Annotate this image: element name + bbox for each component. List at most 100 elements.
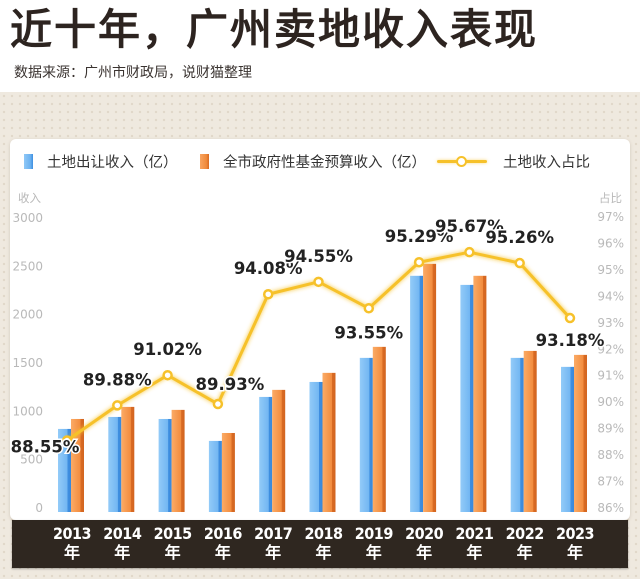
ratio-data-label: 91.02% [133,340,202,359]
bar-land-revenue [108,416,122,512]
ratio-data-label: 89.88% [83,370,152,389]
legend-label: 全市政府性基金预算收入（亿） [223,154,426,171]
x-tick-label: 2021 年 [450,524,498,562]
x-tick-year: 2014 [103,524,142,543]
ratio-point [413,256,425,268]
y-tick-right: 93% [597,316,624,330]
ratio-point [514,257,525,269]
ratio-data-label: 88.55% [11,438,80,457]
y-tick-left: 500 [20,453,43,467]
ratio-data-label: 95.29% [385,227,454,246]
x-tick-year: 2019 [354,524,394,543]
y-tick-right: 95% [597,263,624,277]
x-tick-label: 2014 年 [98,524,146,562]
x-tick-label: 2022 年 [501,524,549,562]
x-tick-unit: 年 [315,543,332,562]
ratio-data-label: 89.93% [196,375,265,394]
y-tick-left: 0 [35,501,43,515]
ratio-data-label: 95.26% [485,228,554,247]
bar-fund-budget [574,354,587,512]
ratio-data-label: 94.55% [284,247,353,266]
x-tick-label: 2015 年 [149,524,197,562]
legend: 土地出让收入（亿） 全市政府性基金预算收入（亿） 土地收入占比 [12,148,632,174]
x-tick-unit: 年 [114,543,131,562]
y-tick-right: 90% [597,395,624,409]
data-source: 数据来源：广州市财政局，说财猫整理 [14,65,252,81]
ratio-point [162,369,173,381]
bar-fund-budget [171,409,185,512]
header: 近十年，广州卖地收入表现 数据来源：广州市财政局，说财猫整理 [0,0,640,92]
x-tick-year: 2020 [405,524,444,543]
bar-fund-budget [423,263,437,512]
legend-swatch-blue [24,153,33,169]
x-tick-label: 2016 年 [199,524,247,562]
bar-fund-budget [322,372,336,512]
y-tick-right: 89% [597,422,624,436]
bar-fund-budget [523,350,537,512]
x-tick-label: 2023 年 [551,524,599,562]
x-tick-unit: 年 [214,543,231,562]
x-tick-unit: 年 [466,543,483,562]
ratio-point [61,435,73,446]
legend-item-fund-budget[interactable]: 全市政府性基金预算收入（亿） [200,148,426,174]
bar-fund-budget [221,432,235,512]
bar-land-revenue [259,396,273,512]
ratio-point [112,400,123,411]
x-tick-year: 2022 [505,524,545,543]
bar-land-revenue [208,440,222,512]
x-tick-unit: 年 [265,543,282,562]
page-title: 近十年，广州卖地收入表现 [10,5,539,54]
x-tick-year: 2023 [555,524,595,543]
x-tick-year: 2015 [153,524,193,543]
y-tick-left: 2500 [12,259,43,273]
y-tick-right: 91% [597,369,624,383]
y-tick-right: 94% [597,289,624,303]
ratio-data-label: 93.55% [334,323,403,342]
legend-line-marker-icon [437,154,487,168]
ratio-data-label: 95.67% [435,217,504,236]
y-axis-title-left: 收入 [18,191,41,205]
ratio-point [464,246,475,258]
ratio-point [262,288,274,300]
x-tick-year: 2017 [254,524,293,543]
x-tick-unit: 年 [164,543,181,562]
bar-land-revenue [510,357,524,512]
bar-land-revenue [359,357,373,512]
x-tick-year: 2016 [203,524,243,543]
legend-item-ratio[interactable]: 土地收入占比 [437,148,590,174]
y-tick-right: 96% [597,236,624,250]
bar-land-revenue [309,381,323,512]
y-tick-left: 3000 [12,211,43,225]
x-tick-unit: 年 [416,543,433,562]
x-tick-label: 2018 年 [300,524,348,562]
legend-label: 土地出让收入（亿） [47,154,178,171]
ratio-point [363,303,375,314]
y-tick-right: 97% [597,210,624,224]
y-tick-right: 87% [597,475,624,489]
y-tick-left: 2000 [12,308,43,322]
x-tick-unit: 年 [365,543,382,562]
x-tick-label: 2020 年 [400,524,448,562]
y-tick-left: 1000 [12,404,43,418]
y-tick-right: 86% [597,501,624,515]
bar-fund-budget [473,275,487,512]
x-tick-label: 2013 年 [48,524,96,562]
x-tick-label: 2019 年 [350,524,398,562]
legend-label: 土地收入占比 [503,154,590,171]
bar-fund-budget [121,406,135,512]
y-tick-left: 1500 [12,356,43,370]
ratio-point [313,276,324,288]
x-tick-year: 2018 [304,524,343,543]
legend-item-land-revenue[interactable]: 土地出让收入（亿） [24,148,178,174]
x-tick-unit: 年 [566,543,583,562]
y-tick-right: 88% [597,448,624,462]
ratio-point [564,312,576,324]
y-axis-title-right: 占比 [599,191,622,205]
bar-fund-budget [272,389,286,512]
bar-fund-budget [71,418,84,512]
ratio-point [212,398,224,410]
ratio-data-label: 93.18% [536,331,605,350]
ratio-data-label: 94.08% [234,259,303,278]
bar-land-revenue [460,284,474,512]
